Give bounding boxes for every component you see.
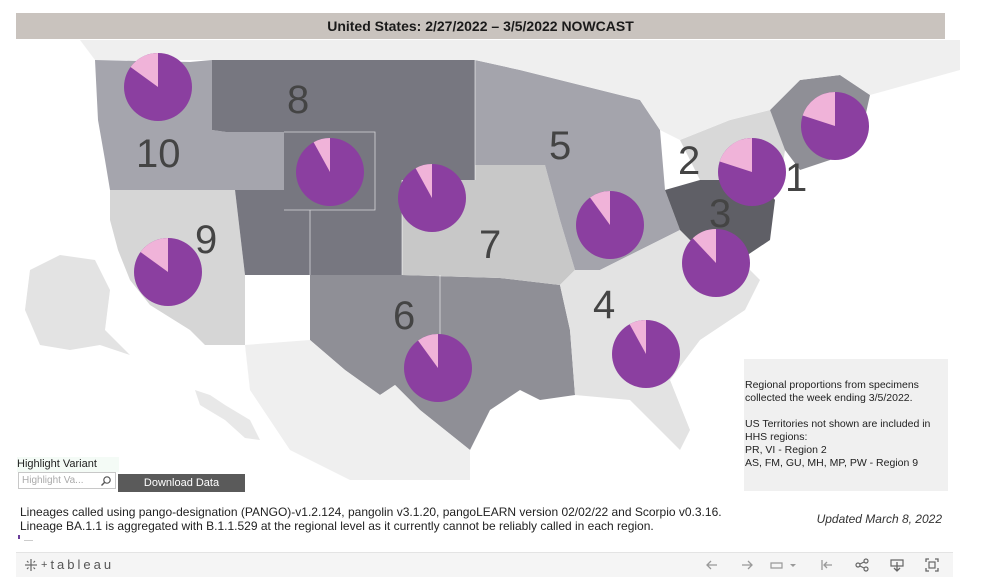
region-10-pie-other-slice[interactable]: [130, 53, 158, 87]
region-1-pie-other-slice[interactable]: [802, 92, 835, 126]
dashboard-title: United States: 2/27/2022 – 3/5/2022 NOWC…: [16, 13, 945, 39]
footnote-line-1: Lineages called using pango-designation …: [20, 505, 722, 519]
info-text-proportions: Regional proportions from specimens coll…: [745, 379, 919, 404]
region-7-pie-other-slice[interactable]: [415, 164, 432, 198]
divider: [24, 540, 33, 541]
marker: [18, 535, 20, 539]
region-label-6: 6: [393, 294, 416, 338]
region-4-pie-other-slice[interactable]: [629, 320, 646, 354]
tableau-logo[interactable]: + tableau: [24, 557, 114, 572]
download-icon[interactable]: [889, 557, 905, 573]
hawaii-area: [195, 390, 260, 440]
canada-area: [80, 40, 960, 140]
tableau-wordmark: tableau: [50, 557, 115, 572]
region-3-pie-other-slice[interactable]: [692, 229, 716, 263]
tableau-cross-icon: [25, 558, 37, 571]
region-label-3: 3: [709, 192, 732, 236]
redo-icon[interactable]: [739, 557, 755, 573]
download-data-button[interactable]: Download Data: [118, 474, 245, 492]
region-8-pie[interactable]: [296, 138, 364, 206]
region-label-1: 1: [785, 156, 808, 200]
region-label-4: 4: [593, 283, 616, 327]
region-6-pie-other-slice[interactable]: [418, 334, 438, 368]
region-2-pie[interactable]: [718, 138, 786, 206]
footnote: Lineages called using pango-designation …: [20, 505, 722, 533]
undo-icon[interactable]: [704, 557, 720, 573]
info-text-territories: US Territories not shown are included in…: [745, 418, 931, 469]
region-4-pie[interactable]: [612, 320, 680, 388]
region-label-9: 9: [195, 218, 218, 262]
region-label-7: 7: [479, 223, 502, 267]
updated-date: Updated March 8, 2022: [816, 512, 942, 526]
region-10-pie[interactable]: [124, 53, 192, 121]
share-icon[interactable]: [854, 557, 870, 573]
highlight-variant-input[interactable]: [19, 474, 104, 487]
fullscreen-icon[interactable]: [924, 557, 940, 573]
region-8-pie-other-slice[interactable]: [313, 138, 330, 172]
region-5-pie[interactable]: [576, 191, 644, 259]
region-5-pie-other-slice[interactable]: [590, 191, 610, 225]
us-map: [25, 40, 960, 480]
region-1-pie[interactable]: [801, 92, 869, 160]
region-7-pie[interactable]: [398, 164, 466, 232]
search-icon[interactable]: [100, 475, 112, 487]
region-2-pie-other-slice[interactable]: [719, 138, 752, 172]
footnote-line-2: Lineage BA.1.1 is aggregated with B.1.1.…: [20, 519, 654, 533]
region-label-8: 8: [287, 78, 310, 122]
tableau-toolbar: + tableau: [16, 552, 953, 577]
region-label-2: 2: [678, 139, 701, 183]
region-label-10: 10: [136, 132, 181, 176]
region-9-pie-other-slice[interactable]: [140, 238, 168, 272]
mexico-area: [245, 340, 470, 480]
highlight-variant-label: Highlight Variant: [17, 457, 119, 472]
region-3-pie[interactable]: [682, 229, 750, 297]
revert-icon[interactable]: [768, 557, 798, 573]
info-panel: Regional proportions from specimens coll…: [744, 359, 948, 491]
region-6-pie[interactable]: [404, 334, 472, 402]
region-9-pie[interactable]: [134, 238, 202, 306]
alaska-area: [25, 255, 130, 355]
reset-icon[interactable]: [819, 557, 835, 573]
region-label-5: 5: [549, 124, 572, 168]
highlight-variant-search[interactable]: [18, 472, 116, 489]
